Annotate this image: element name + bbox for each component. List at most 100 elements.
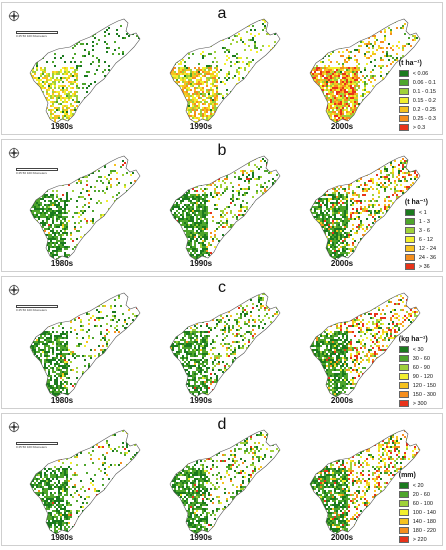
panel-d: 0 25 50 100 Kilometers d 1980s 1990s 2000s (m…: [1, 413, 443, 546]
legend-label: 100 - 140: [412, 509, 436, 516]
legend-label: 120 - 150: [412, 382, 436, 389]
legend-item: 3 - 6: [404, 226, 436, 235]
legend-swatch: [398, 106, 409, 113]
legend-item: 100 - 140: [398, 508, 436, 517]
legend-item: 0.06 - 0.1: [398, 78, 436, 87]
legend-item: > 0.3: [398, 123, 436, 132]
legend-label: 0.1 - 0.15: [412, 88, 436, 95]
scale-bar: 0 25 50 100 Kilometers: [16, 31, 76, 39]
legend-swatch: [398, 400, 409, 407]
scale-bar-label: 0 25 50 100 Kilometers: [16, 445, 47, 449]
legend-swatch: [398, 88, 409, 95]
legend-label: < 1: [418, 209, 427, 216]
north-arrow-icon: [8, 9, 20, 22]
legend-label: 24 - 36: [418, 254, 436, 261]
legend-swatch: [398, 536, 409, 543]
map-a-1980s: [29, 18, 141, 124]
legend-swatch: [398, 500, 409, 507]
legend-item: 0.1 - 0.15: [398, 87, 436, 96]
legend-item: 90 - 120: [398, 372, 436, 381]
legend-item: > 300: [398, 399, 436, 408]
legend-title: (t ha⁻¹): [398, 60, 422, 67]
legend-swatch: [398, 70, 409, 77]
legend-item: > 36: [404, 262, 436, 271]
legend-label: 30 - 60: [412, 355, 430, 362]
country-outline: [29, 429, 141, 535]
north-arrow-icon: [8, 146, 20, 159]
legend-item: 60 - 90: [398, 363, 436, 372]
legend-swatch: [398, 382, 409, 389]
legend-label: < 0.06: [412, 70, 429, 77]
legend-item: 20 - 60: [398, 490, 436, 499]
legend-item: 120 - 150: [398, 381, 436, 390]
legend-label: 20 - 60: [412, 491, 430, 498]
legend-swatch: [404, 209, 415, 216]
legend-swatch: [398, 391, 409, 398]
country-outline: [309, 155, 421, 261]
map-c-1980s: [29, 292, 141, 398]
legend-item: < 30: [398, 345, 436, 354]
legend-label: 0.25 - 0.3: [412, 115, 436, 122]
legend-item: 180 - 220: [398, 526, 436, 535]
legend-swatch: [404, 263, 415, 270]
legend-swatch: [398, 346, 409, 353]
scale-bar-label: 0 25 50 100 Kilometers: [16, 171, 47, 175]
north-arrow-icon: [8, 283, 20, 296]
panel-letter: c: [218, 279, 226, 296]
decade-label-2000s: 2000s: [330, 259, 354, 268]
legend-item: < 0.06: [398, 69, 436, 78]
map-a-1990s: [169, 18, 281, 124]
panel-letter: b: [217, 142, 227, 159]
legend-label: > 36: [418, 263, 430, 270]
legend: (mm) < 20 20 - 60 60 - 100 100 - 140 140 - 18…: [398, 472, 436, 544]
legend-swatch: [398, 79, 409, 86]
country-outline: [309, 429, 421, 535]
legend-item: < 20: [398, 481, 436, 490]
legend-label: < 20: [412, 482, 424, 489]
legend-item: 150 - 300: [398, 390, 436, 399]
legend-label: 60 - 100: [412, 500, 433, 507]
legend-item: 6 - 12: [404, 235, 436, 244]
decade-label-2000s: 2000s: [330, 396, 354, 405]
legend-item: 1 - 3: [404, 217, 436, 226]
legend-swatch: [398, 491, 409, 498]
scale-bar-label: 0 25 50 100 Kilometers: [16, 34, 47, 38]
legend: (t ha⁻¹) < 1 1 - 3 3 - 6 6 - 12 12 - 24 24 - 3…: [404, 198, 436, 271]
panel-a: 0 25 50 100 Kilometers a 1980s 1990s 2000s (t…: [1, 2, 443, 135]
panel-b: 0 25 50 100 Kilometers b 1980s 1990s 2000s (t…: [1, 139, 443, 272]
legend-label: 150 - 300: [412, 391, 436, 398]
legend-label: 180 - 220: [412, 527, 436, 534]
legend-label: 0.2 - 0.25: [412, 106, 436, 113]
legend-label: < 30: [412, 346, 424, 353]
panel-letter: a: [217, 5, 227, 22]
decade-label-1990s: 1990s: [189, 259, 213, 268]
map-c-1990s: [169, 292, 281, 398]
decade-label-1980s: 1980s: [50, 396, 74, 405]
country-outline: [169, 18, 281, 124]
map-d-2000s: [309, 429, 421, 535]
decade-label-1990s: 1990s: [189, 122, 213, 131]
legend-label: 6 - 12: [418, 236, 433, 243]
legend-label: 0.15 - 0.2: [412, 97, 436, 104]
north-arrow-icon: [8, 420, 20, 433]
legend-label: 90 - 120: [412, 373, 433, 380]
map-b-2000s: [309, 155, 421, 261]
decade-label-1980s: 1980s: [50, 259, 74, 268]
legend-swatch: [404, 245, 415, 252]
legend-label: > 0.3: [412, 124, 426, 131]
legend-label: 3 - 6: [418, 227, 430, 234]
map-d-1990s: [169, 429, 281, 535]
country-outline: [169, 155, 281, 261]
decade-label-1980s: 1980s: [50, 533, 74, 542]
legend-swatch: [398, 527, 409, 534]
legend-item: 0.25 - 0.3: [398, 114, 436, 123]
decade-label-2000s: 2000s: [330, 122, 354, 131]
scale-bar-label: 0 25 50 100 Kilometers: [16, 308, 47, 312]
map-a-2000s: [309, 18, 421, 124]
country-outline: [29, 292, 141, 398]
legend-item: > 220: [398, 535, 436, 544]
scale-bar: 0 25 50 100 Kilometers: [16, 442, 76, 450]
country-outline: [309, 18, 421, 124]
legend-title: (mm): [398, 472, 416, 479]
